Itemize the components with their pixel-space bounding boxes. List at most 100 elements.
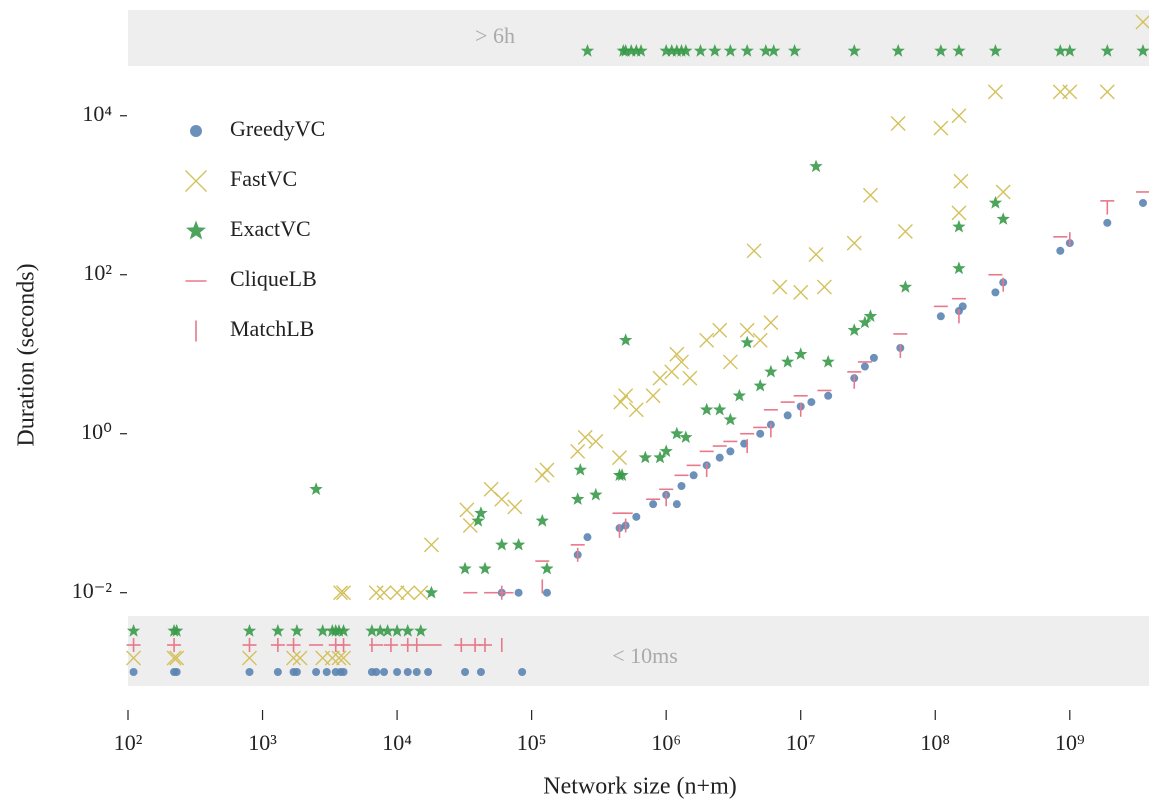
point [577,429,593,445]
point [699,332,715,348]
point [682,370,698,386]
point [936,312,945,321]
fast-point [245,668,254,676]
point [1056,246,1065,255]
fast-point [476,668,485,676]
point [869,353,878,362]
point [858,315,872,329]
point [389,585,405,601]
point [424,585,439,599]
point [809,159,823,173]
point [670,426,684,440]
point [952,219,966,233]
legend-marker [185,170,207,192]
legend-marker [186,220,206,240]
y-tick-label: 10⁻² [72,578,113,603]
point [672,500,681,509]
point [712,322,728,338]
x-tick-label: 10⁷ [786,730,816,755]
timeout-point [624,44,638,57]
point [713,402,727,416]
point [772,279,788,295]
legend-label: FastVC [230,166,297,191]
fast-point [242,650,257,666]
fast-point [312,668,321,676]
point [514,588,523,597]
point [723,412,737,426]
fast-point [169,650,185,666]
fast-point [170,624,184,637]
timeout-point [619,44,633,57]
timeout-point [580,44,595,57]
fast-point [339,668,348,676]
fast-point [424,668,433,676]
point [740,335,754,349]
timeout-point [708,44,722,57]
fast-point [372,668,381,676]
band-label: < 10ms [612,643,678,668]
point [689,471,698,480]
point [494,491,510,507]
point [700,402,714,416]
y-tick-label: 10⁴ [82,101,112,126]
fast-point [324,650,340,666]
point [821,354,835,368]
fast-point [126,650,142,666]
point [988,196,1003,209]
legend-label: MatchLB [230,316,314,341]
timeout-point [1136,44,1149,57]
point [613,394,629,410]
timeout-point [759,44,773,57]
point [540,561,554,575]
point [478,561,492,575]
x-axis-label: Network size (n+m) [543,774,736,800]
y-axis-label: Duration (seconds) [14,263,40,446]
timeout-point [1053,44,1067,57]
band-label: > 6h [475,23,515,48]
fast-point [292,668,301,676]
x-tick-label: 10³ [248,730,277,755]
point [793,284,809,300]
point [638,450,652,464]
point [862,187,878,203]
point [722,354,738,370]
point [535,513,549,527]
fast-point [166,650,182,666]
point [991,288,1000,297]
legend-label: CliqueLB [230,266,317,291]
point [753,378,767,392]
fast-point [373,624,387,637]
fast-point [401,624,415,637]
fast-point [414,624,428,637]
point [898,280,913,293]
fast-point [336,624,351,637]
point [659,444,673,457]
timeout-point [934,44,948,57]
x-tick-label: 10² [114,730,143,755]
point [951,205,967,221]
point [539,462,555,478]
fast-point [292,650,308,666]
point [726,447,735,456]
timeout-band [128,10,1149,66]
timeout-point [634,44,648,57]
fast-point [322,668,331,676]
point [816,279,832,295]
point [958,302,967,311]
point [807,398,816,407]
point [740,439,749,448]
fast-point [380,668,389,676]
point [588,433,604,449]
point [847,323,861,336]
point [368,585,384,601]
timeout-point [787,44,802,57]
point [674,354,689,370]
point [764,364,778,378]
y-tick-label: 10² [83,260,112,285]
point [763,315,779,331]
point [669,346,685,362]
point [471,513,485,527]
timeout-point [679,44,693,57]
point [860,362,869,371]
point [783,411,792,420]
